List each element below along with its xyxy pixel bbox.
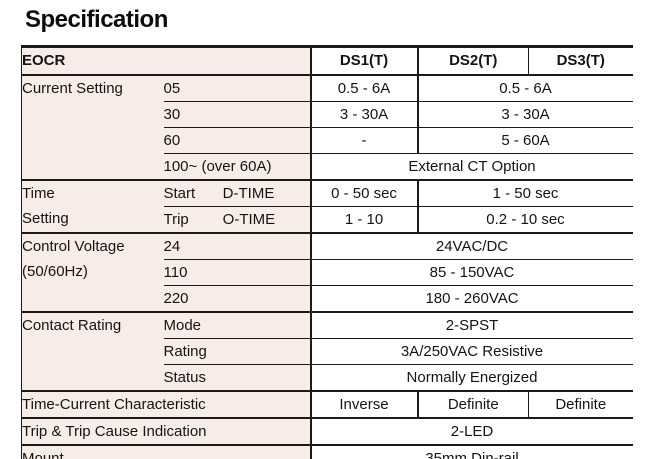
value-cell-ds3: Definite [528,390,633,418]
time-mode-label: Start [163,185,196,202]
value-cell-ds1: 0 - 50 sec [309,179,418,207]
table-row: Contact Rating Mode 2-SPST [21,311,633,391]
value-cell-ds2-ds3: 3 - 30A [416,101,633,128]
row-label: 110 [163,259,311,286]
value-cell-ds2-ds3: 0.2 - 10 sec [416,206,633,233]
value-cell-all: 2-LED [309,417,633,445]
group-label-control-voltage: Control Voltage (50/60Hz) [21,232,164,312]
value-cell-all: 24VAC/DC [309,232,633,260]
column-header-ds1: DS1(T) [309,45,418,75]
row-label-mount: Mount [21,444,311,459]
table-row: Time Setting Start D-TIME 0 - 50 sec 1 -… [21,179,633,233]
row-label: 220 [163,285,311,312]
group-label-time-setting: Time Setting [21,179,164,233]
value-cell-all: 3A/250VAC Resistive [309,338,633,365]
value-cell-all: 35mm Din-rail [309,444,633,459]
row-label: Trip O-TIME [163,206,311,233]
table-row: 60 - 5 - 60A [22,127,633,154]
group-label-line: Time [22,185,55,202]
value-cell-ds1: 3 - 30A [309,101,418,128]
table-row: 220 180 - 260VAC [22,285,633,312]
value-cell-ds1: 0.5 - 6A [309,74,418,102]
time-name-label: O-TIME [222,211,276,228]
column-header-ds2: DS2(T) [416,45,529,75]
table-header-row: EOCR DS1(T) DS2(T) DS3(T) [21,45,633,75]
value-cell-all: 85 - 150VAC [309,259,633,286]
group-label-line: Setting [22,210,69,227]
row-label: 24 [163,232,311,260]
time-name-label: D-TIME [222,185,275,202]
table-row: Control Voltage (50/60Hz) 24 24VAC/DC [21,232,633,312]
table-row: Trip & Trip Cause Indication 2-LED [21,417,633,445]
row-label: Start D-TIME [163,179,311,207]
row-label: Status [163,364,311,391]
table-row: 100~ (over 60A) External CT Option [22,153,633,180]
group-label-line: Control Voltage [22,238,125,255]
value-cell-ds2-ds3: 5 - 60A [416,127,633,154]
time-mode-label: Trip [163,211,189,228]
row-label: 30 [163,101,311,128]
column-header-ds3: DS3(T) [528,45,633,75]
value-cell-ds1: Inverse [309,390,418,418]
value-cell-ds1: 1 - 10 [309,206,418,233]
row-label-time-current: Time-Current Characteristic [21,390,311,418]
table-row: Mount 35mm Din-rail [21,444,633,459]
table-row: Current Setting 05 0.5 - 6A 0.5 - 6A [21,74,633,180]
table-row: Time-Current Characteristic Inverse Defi… [21,390,633,418]
row-label: Rating [163,338,311,365]
row-label: 05 [163,74,311,102]
row-label: 100~ (over 60A) [163,153,311,180]
corner-header-cell: EOCR [21,45,311,75]
table-row: 30 3 - 30A 3 - 30A [22,101,633,128]
group-label-current-setting: Current Setting [21,74,164,180]
row-label: 60 [163,127,311,154]
table-row: Rating 3A/250VAC Resistive [22,338,633,365]
value-cell-ds2-ds3: 1 - 50 sec [416,179,633,207]
value-cell-all: Normally Energized [309,364,633,391]
value-cell-all: 2-SPST [309,311,633,339]
value-cell-ds2: Definite [416,390,529,418]
value-cell-ds2-ds3: 0.5 - 6A [416,74,633,102]
value-cell-ds1: - [309,127,418,154]
specification-table: EOCR DS1(T) DS2(T) DS3(T) Current Settin… [21,45,633,459]
row-label: Mode [163,311,311,339]
row-label-trip-indication: Trip & Trip Cause Indication [21,417,311,445]
table-row: Trip O-TIME 1 - 10 0.2 - 10 sec [22,206,633,233]
group-label-line: (50/60Hz) [22,263,88,280]
table-row: 110 85 - 150VAC [22,259,633,286]
group-label-contact-rating: Contact Rating [21,311,164,391]
value-cell-all: 180 - 260VAC [309,285,633,312]
value-cell-all: External CT Option [309,153,633,180]
page-title: Specification [25,6,168,33]
table-row: Status Normally Energized [22,364,633,391]
